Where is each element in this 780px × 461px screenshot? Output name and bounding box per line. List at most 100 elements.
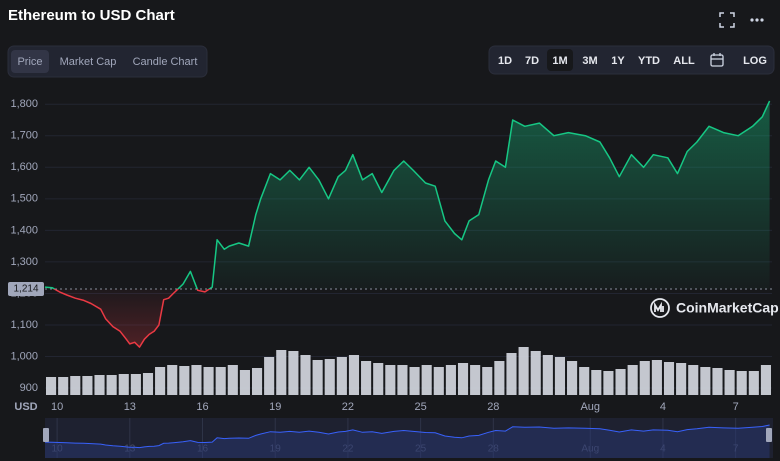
volume-bar [336, 357, 347, 395]
range-button[interactable]: YTD [638, 55, 660, 67]
volume-bar [348, 355, 360, 395]
watermark: CoinMarketCap [676, 300, 779, 316]
volume-bar [361, 361, 372, 395]
navigator-tick-label: 16 [197, 444, 209, 455]
calendar-icon[interactable] [710, 53, 724, 67]
volume-bar [663, 362, 675, 395]
range-button[interactable]: 7D [525, 55, 539, 67]
volume-bar [579, 367, 590, 395]
volume-bar [506, 353, 517, 395]
volume-bar [591, 370, 602, 395]
y-tick-label: 1,400 [10, 224, 38, 236]
navigator-tick-label: 4 [660, 444, 666, 455]
y-tick-label: 900 [20, 382, 38, 394]
volume-bar [409, 367, 420, 395]
navigator-tick-label: 22 [342, 444, 354, 455]
volume-bar [239, 370, 250, 395]
volume-bar [554, 357, 566, 395]
price-line [44, 100, 771, 348]
x-tick-label: 19 [269, 401, 281, 413]
tab-active-bg [11, 50, 49, 73]
volume-bar [276, 350, 287, 395]
volume-bar [130, 374, 141, 395]
volume-bar [312, 360, 323, 395]
navigator[interactable] [45, 418, 773, 458]
volume-bar [106, 375, 117, 395]
navigator-tick-label: Aug [581, 444, 599, 455]
volume-bar [300, 355, 311, 395]
navigator-handle[interactable] [43, 428, 49, 442]
navigator-area [45, 425, 770, 458]
range-button[interactable]: ALL [673, 55, 695, 67]
reference-label-bg [8, 282, 44, 297]
volume-bar [445, 365, 456, 395]
volume-bar [385, 365, 396, 395]
tab[interactable]: Price [17, 56, 42, 68]
volume-bar [264, 357, 275, 395]
x-tick-label: 22 [342, 401, 354, 413]
x-tick-label: 7 [733, 401, 739, 413]
volume-bar [567, 361, 578, 395]
volume-bar [94, 375, 105, 395]
volume-bar [82, 376, 93, 395]
volume-bar [191, 365, 202, 395]
volume-bar [651, 360, 662, 395]
volume-bar [760, 365, 771, 395]
volume-bar [421, 365, 432, 395]
navigator-handle[interactable] [766, 428, 772, 442]
range-active-bg [547, 49, 573, 71]
volume-bar [712, 368, 723, 395]
x-tick-label: 25 [414, 401, 426, 413]
range-button[interactable]: 3M [582, 55, 597, 67]
volume-bar [215, 367, 226, 395]
range-button[interactable]: 1D [498, 55, 512, 67]
volume-bar [688, 365, 699, 395]
volume-bar [167, 365, 178, 395]
volume-bar [724, 370, 735, 395]
navigator-tick-label: 10 [52, 444, 64, 455]
y-tick-label: 1,500 [10, 193, 38, 205]
volume-bar [542, 355, 553, 395]
navigator-tick-label: 13 [124, 444, 136, 455]
tab[interactable]: Market Cap [60, 56, 117, 68]
navigator-tick-label: 7 [733, 444, 739, 455]
volume-bar [530, 351, 541, 395]
price-area [45, 101, 770, 348]
fullscreen-icon[interactable] [719, 12, 735, 28]
x-tick-label: 10 [51, 401, 63, 413]
volume-bar [58, 377, 69, 395]
navigator-tick-label: 25 [415, 444, 427, 455]
log-button[interactable]: LOG [743, 55, 767, 67]
y-tick-label: 1,100 [10, 319, 38, 331]
range-button[interactable]: 1M [552, 55, 567, 67]
volume-bar [676, 363, 687, 395]
navigator-line [44, 424, 770, 449]
volume-bar [736, 371, 747, 395]
volume-bar [118, 374, 129, 395]
volume-bar [615, 369, 626, 395]
volume-bar [251, 368, 263, 395]
volume-bar [324, 359, 335, 395]
y-tick-label: 1,700 [10, 130, 38, 142]
volume-bar [470, 365, 481, 395]
range-button[interactable]: 1Y [611, 55, 625, 67]
volume-bar [627, 365, 638, 395]
x-tick-label: 28 [487, 401, 499, 413]
volume-bar [518, 347, 529, 395]
volume-bar [639, 361, 650, 395]
x-tick-label: 16 [196, 401, 208, 413]
volume-bar [397, 365, 408, 395]
title: Ethereum to USD Chart [8, 7, 175, 24]
navigator-tick-label: 28 [488, 444, 500, 455]
volume-bar [203, 367, 214, 395]
tab[interactable]: Candle Chart [133, 56, 198, 68]
y-tick-label: 1,600 [10, 161, 38, 173]
tab-group [7, 45, 208, 78]
more-icon[interactable] [750, 18, 764, 22]
currency-label: USD [14, 401, 37, 413]
volume-bar [373, 363, 384, 395]
volume-bar [433, 367, 444, 395]
volume-bar [155, 367, 166, 395]
